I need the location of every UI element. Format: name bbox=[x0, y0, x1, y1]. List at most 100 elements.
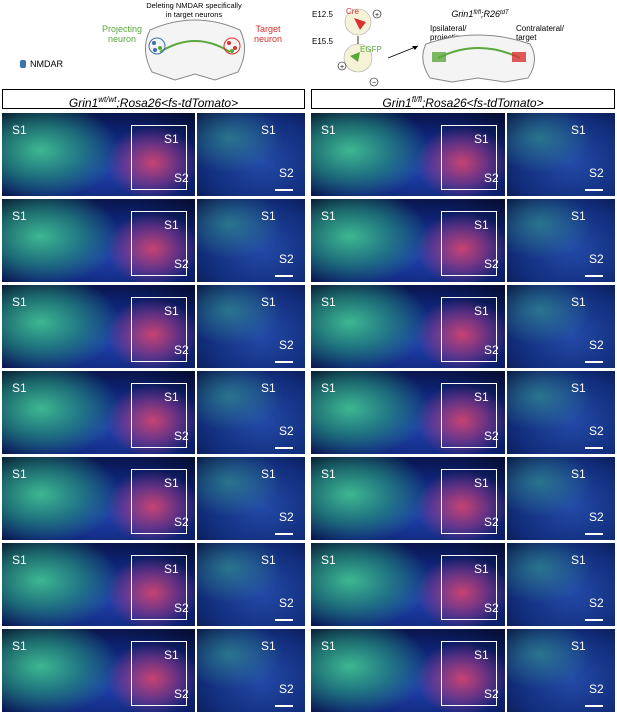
s1-label: S1 bbox=[321, 209, 336, 223]
wide-image-panel: S1 S1 S2 bbox=[2, 629, 195, 712]
schematic-title-line1: Deleting NMDAR specifically bbox=[146, 1, 242, 10]
roi-box: S1 S2 bbox=[131, 383, 189, 448]
header-right: Grin1fl/fl;Rosa26<fs-tdTomato> bbox=[311, 89, 615, 110]
s1-label: S1 bbox=[571, 639, 586, 653]
zoom-image-panel: S1 S2 bbox=[197, 113, 305, 196]
zoom-image-panel: S1 S2 bbox=[507, 113, 615, 196]
s1-label: S1 bbox=[164, 304, 179, 318]
s2-label: S2 bbox=[484, 687, 499, 701]
zoom-image-panel: S1 S2 bbox=[507, 371, 615, 454]
wide-image-panel: S1 S1 S2 bbox=[311, 285, 505, 368]
scale-bar bbox=[585, 361, 603, 363]
s1-label: S1 bbox=[321, 123, 336, 137]
wide-image-panel: S1 S1 S2 bbox=[311, 113, 505, 196]
target-label-1: Target bbox=[255, 24, 281, 34]
scale-bar bbox=[585, 189, 603, 191]
contra-label-1: Contralateral/ bbox=[516, 24, 565, 33]
s2-label: S2 bbox=[174, 515, 189, 529]
scale-bar bbox=[275, 705, 293, 707]
s2-label: S2 bbox=[279, 682, 294, 696]
s1-label: S1 bbox=[164, 476, 179, 490]
s2-label: S2 bbox=[174, 687, 189, 701]
minus-sign: − bbox=[372, 80, 376, 87]
ipsi-patch bbox=[432, 52, 446, 62]
s2-label: S2 bbox=[589, 166, 604, 180]
schematic-panel: Deleting NMDAR specifically in target ne… bbox=[20, 1, 565, 87]
plus-sign-1: + bbox=[375, 12, 379, 19]
s1-label: S1 bbox=[571, 123, 586, 137]
s1-label: S1 bbox=[12, 553, 27, 567]
nmdar-label: NMDAR bbox=[30, 59, 63, 69]
s1-label: S1 bbox=[12, 123, 27, 137]
s2-label: S2 bbox=[589, 510, 604, 524]
callosal-fiber bbox=[159, 40, 231, 53]
cre-label: Cre bbox=[346, 7, 359, 16]
s1-label: S1 bbox=[571, 209, 586, 223]
wide-image-panel: S1 S1 S2 bbox=[311, 629, 505, 712]
roi-box: S1 S2 bbox=[441, 469, 499, 534]
s2-label: S2 bbox=[174, 257, 189, 271]
zoom-image-panel: S1 S2 bbox=[507, 199, 615, 282]
roi-box: S1 S2 bbox=[441, 641, 499, 706]
roi-box: S1 S2 bbox=[131, 297, 189, 362]
s1-label: S1 bbox=[321, 467, 336, 481]
s1-label: S1 bbox=[164, 132, 179, 146]
s1-label: S1 bbox=[12, 639, 27, 653]
zoom-image-panel: S1 S2 bbox=[197, 543, 305, 626]
s2-label: S2 bbox=[589, 682, 604, 696]
s1-label: S1 bbox=[261, 123, 276, 137]
s1-label: S1 bbox=[321, 381, 336, 395]
roi-box: S1 S2 bbox=[131, 641, 189, 706]
wide-image-panel: S1 S1 S2 bbox=[2, 285, 195, 368]
zoom-image-panel: S1 S2 bbox=[197, 457, 305, 540]
roi-box: S1 S2 bbox=[131, 555, 189, 620]
s2-label: S2 bbox=[484, 515, 499, 529]
s2-label: S2 bbox=[589, 424, 604, 438]
s1-label: S1 bbox=[474, 304, 489, 318]
egfp-label: EGFP bbox=[360, 45, 382, 54]
zoom-image-panel: S1 S2 bbox=[197, 629, 305, 712]
wide-image-panel: S1 S1 S2 bbox=[2, 371, 195, 454]
s1-label: S1 bbox=[571, 553, 586, 567]
wide-image-panel: S1 S1 S2 bbox=[311, 543, 505, 626]
zoom-image-panel: S1 S2 bbox=[507, 629, 615, 712]
s1-label: S1 bbox=[474, 218, 489, 232]
s2-label: S2 bbox=[589, 338, 604, 352]
s2-label: S2 bbox=[279, 338, 294, 352]
s1-label: S1 bbox=[261, 209, 276, 223]
s2-label: S2 bbox=[279, 596, 294, 610]
scale-bar bbox=[275, 189, 293, 191]
s1-label: S1 bbox=[261, 381, 276, 395]
s1-label: S1 bbox=[571, 295, 586, 309]
s1-label: S1 bbox=[571, 467, 586, 481]
roi-box: S1 S2 bbox=[441, 125, 499, 190]
s1-label: S1 bbox=[12, 467, 27, 481]
s2-label: S2 bbox=[279, 424, 294, 438]
e155-label: E15.5 bbox=[312, 37, 333, 46]
projecting-neuron-cluster bbox=[148, 37, 166, 55]
s1-label: S1 bbox=[474, 562, 489, 576]
roi-box: S1 S2 bbox=[131, 125, 189, 190]
s1-label: S1 bbox=[321, 553, 336, 567]
image-grid: S1 S1 S2 S1 S2 S1 S1 S2 S1 S2 S1 S1 S2 S1 S2 S1 S1 S2 S1 S2… bbox=[0, 112, 617, 716]
s1-label: S1 bbox=[474, 648, 489, 662]
roi-box: S1 S2 bbox=[131, 469, 189, 534]
s2-label: S2 bbox=[484, 429, 499, 443]
s1-label: S1 bbox=[261, 639, 276, 653]
e125-label: E12.5 bbox=[312, 10, 333, 19]
ipsi-label-2: projecting bbox=[430, 33, 465, 42]
s1-label: S1 bbox=[261, 295, 276, 309]
scale-bar bbox=[585, 619, 603, 621]
s1-label: S1 bbox=[164, 218, 179, 232]
s1-label: S1 bbox=[164, 390, 179, 404]
scale-bar bbox=[275, 619, 293, 621]
roi-box: S1 S2 bbox=[131, 211, 189, 276]
s1-label: S1 bbox=[12, 209, 27, 223]
s1-label: S1 bbox=[164, 562, 179, 576]
contra-patch bbox=[512, 52, 526, 62]
s2-label: S2 bbox=[484, 171, 499, 185]
s2-label: S2 bbox=[484, 601, 499, 615]
s2-label: S2 bbox=[174, 601, 189, 615]
brain-outline bbox=[145, 19, 245, 81]
zoom-image-panel: S1 S2 bbox=[507, 457, 615, 540]
